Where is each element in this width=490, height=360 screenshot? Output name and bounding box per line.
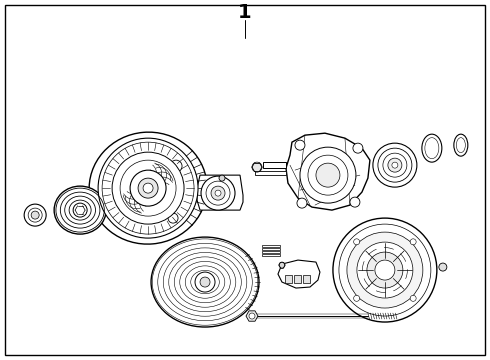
Circle shape — [98, 138, 198, 238]
Circle shape — [392, 162, 398, 168]
Circle shape — [252, 162, 262, 172]
Circle shape — [388, 158, 402, 172]
Circle shape — [316, 163, 340, 187]
Polygon shape — [286, 133, 370, 210]
Circle shape — [350, 197, 360, 207]
Circle shape — [138, 178, 158, 198]
Circle shape — [353, 143, 363, 153]
Circle shape — [219, 175, 225, 181]
Polygon shape — [255, 171, 286, 175]
Circle shape — [439, 263, 447, 271]
Bar — [262, 248, 280, 250]
Circle shape — [354, 295, 360, 301]
Circle shape — [201, 176, 235, 210]
Circle shape — [297, 198, 307, 208]
Circle shape — [367, 252, 403, 288]
Circle shape — [143, 183, 153, 193]
Circle shape — [211, 186, 225, 200]
Polygon shape — [246, 311, 258, 321]
Bar — [294, 275, 301, 283]
Circle shape — [357, 242, 413, 298]
Circle shape — [279, 262, 285, 268]
Bar — [262, 244, 280, 247]
Ellipse shape — [422, 134, 442, 162]
Bar — [303, 275, 310, 283]
Ellipse shape — [151, 237, 259, 327]
Circle shape — [295, 140, 305, 150]
Circle shape — [347, 232, 423, 308]
Bar — [285, 275, 292, 283]
Circle shape — [170, 160, 182, 172]
Circle shape — [375, 260, 395, 280]
Circle shape — [31, 211, 39, 219]
Circle shape — [200, 277, 210, 287]
Polygon shape — [197, 175, 243, 210]
Bar — [262, 251, 280, 253]
Circle shape — [333, 218, 437, 322]
Circle shape — [73, 203, 87, 217]
Bar — [262, 253, 280, 256]
Circle shape — [24, 204, 46, 226]
Ellipse shape — [54, 186, 106, 234]
Circle shape — [130, 170, 166, 206]
Circle shape — [410, 295, 416, 301]
Circle shape — [300, 147, 356, 203]
Circle shape — [373, 143, 417, 187]
Circle shape — [168, 213, 178, 223]
Circle shape — [410, 239, 416, 245]
Text: 1: 1 — [238, 3, 252, 22]
Circle shape — [195, 272, 215, 292]
Circle shape — [249, 313, 255, 319]
Polygon shape — [263, 162, 286, 168]
Ellipse shape — [89, 132, 207, 244]
Circle shape — [354, 239, 360, 245]
Circle shape — [112, 152, 184, 224]
Ellipse shape — [454, 134, 468, 156]
Circle shape — [215, 190, 221, 196]
Polygon shape — [278, 260, 320, 288]
